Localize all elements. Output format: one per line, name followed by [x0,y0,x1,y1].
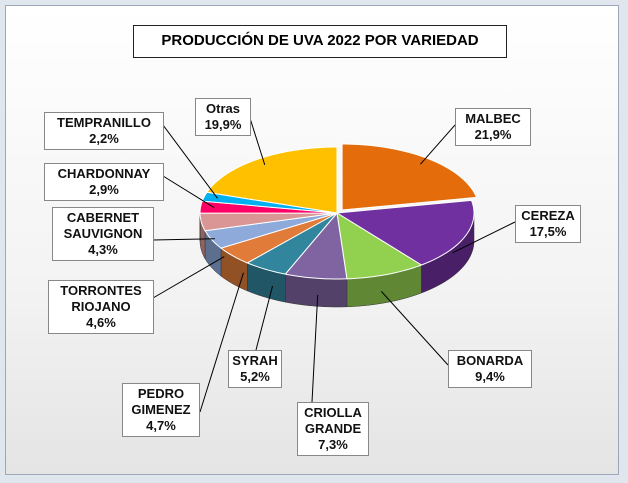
leader-line [162,124,218,199]
label-category: MALBEC [465,111,521,126]
data-label: CEREZA 17,5% [515,205,581,243]
data-label: Otras 19,9% [195,98,251,136]
leader-line [452,221,516,254]
data-label: TORRONTES RIOJANO 4,6% [48,280,154,334]
data-label: CHARDONNAY 2,9% [44,163,164,201]
slice [335,199,475,266]
label-category: TEMPRANILLO [57,115,151,130]
label-value: 2,2% [89,131,119,146]
slice [284,211,348,280]
data-label: PEDRO GIMENEZ 4,7% [122,383,200,437]
chart-title: PRODUCCIÓN DE UVA 2022 POR VARIEDAD [133,25,507,58]
data-label: TEMPRANILLO 2,2% [44,112,164,150]
data-label: CABERNET SAUVIGNON 4,3% [52,207,154,261]
label-category: TORRONTES RIOJANO [60,283,142,314]
label-category: CHARDONNAY [57,166,151,181]
label-category: CEREZA [521,208,575,223]
label-value: 2,9% [89,182,119,197]
label-value: 7,3% [318,437,348,452]
label-value: 4,6% [86,315,116,330]
label-value: 4,7% [146,418,176,433]
slice [341,143,478,211]
slice [204,212,338,249]
data-label: SYRAH 5,2% [228,350,282,388]
slice [199,212,338,232]
label-value: 4,3% [88,242,118,257]
label-value: 17,5% [529,224,567,239]
label-category: CABERNET SAUVIGNON [63,210,143,241]
label-category: BONARDA [456,353,524,368]
label-category: CRIOLLA GRANDE [304,405,362,436]
slice [336,212,423,280]
leader-line [380,291,449,366]
data-label: BONARDA 9,4% [448,350,532,388]
label-value: 5,2% [240,369,270,384]
label-value: 19,9% [204,117,242,132]
leader-line [311,294,319,403]
slice [206,146,338,214]
leader-line [162,175,215,209]
leader-line [248,114,266,166]
leader-line [255,285,274,351]
label-category: PEDRO GIMENEZ [131,386,191,417]
slice [219,212,338,264]
slice [246,212,338,275]
leader-line [152,256,225,299]
label-value: 21,9% [474,127,512,142]
label-value: 9,4% [475,369,505,384]
label-category: SYRAH [232,353,278,368]
leader-line [152,238,215,241]
data-label: MALBEC 21,9% [455,108,531,146]
label-category: Otras [206,101,240,116]
data-label: CRIOLLA GRANDE 7,3% [297,402,369,456]
leader-line [420,124,456,165]
leader-line [199,272,244,413]
